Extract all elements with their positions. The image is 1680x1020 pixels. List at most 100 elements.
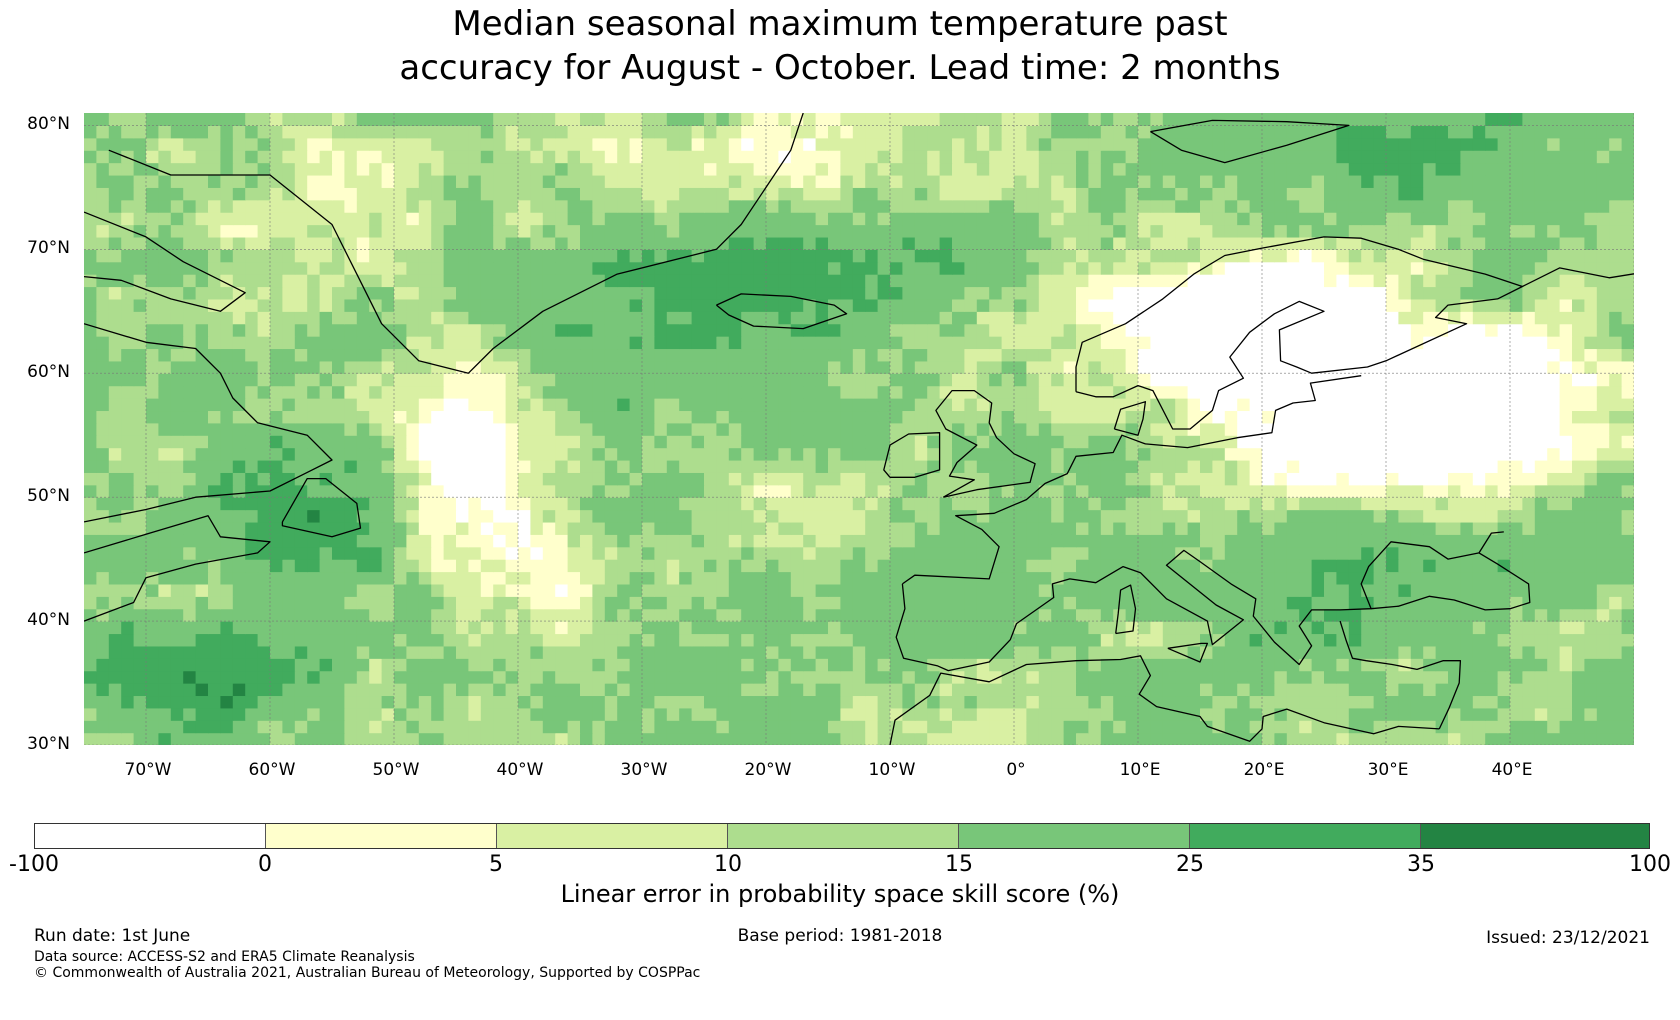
grid-cell <box>257 559 271 573</box>
grid-cell <box>505 348 519 362</box>
grid-cell <box>220 645 234 659</box>
grid-cell <box>1435 509 1449 523</box>
grid-cell <box>1386 546 1399 560</box>
grid-cell <box>1584 385 1598 399</box>
grid-cell <box>952 497 965 511</box>
grid-cell <box>1125 249 1139 263</box>
grid-cell <box>319 633 333 647</box>
grid-cell <box>790 658 804 672</box>
grid-cell <box>1361 546 1375 560</box>
grid-cell <box>1063 683 1077 697</box>
grid-cell <box>1398 286 1412 300</box>
grid-cell <box>1125 286 1139 300</box>
grid-cell <box>828 559 841 573</box>
grid-cell <box>1485 720 1499 734</box>
grid-cell <box>1621 435 1634 449</box>
grid-cell <box>208 323 221 337</box>
grid-cell <box>1448 707 1461 721</box>
grid-cell <box>1138 732 1151 745</box>
grid-cell <box>1510 720 1523 734</box>
grid-cell <box>1497 732 1511 745</box>
grid-cell <box>257 385 271 399</box>
grid-cell <box>1001 459 1015 473</box>
grid-cell <box>1212 670 1226 684</box>
grid-cell <box>1398 521 1412 535</box>
grid-cell <box>133 435 147 449</box>
grid-cell <box>890 398 903 412</box>
grid-cell <box>952 323 965 337</box>
grid-cell <box>1051 695 1065 709</box>
grid-cell <box>840 707 854 721</box>
grid-cell <box>319 249 333 263</box>
grid-cell <box>1398 707 1412 721</box>
grid-cell <box>964 546 978 560</box>
grid-cell <box>456 546 469 560</box>
grid-cell <box>381 385 395 399</box>
grid-cell <box>493 422 507 436</box>
grid-cell <box>840 410 854 424</box>
grid-cell <box>1324 571 1337 585</box>
grid-cell <box>108 422 122 436</box>
grid-cell <box>158 683 172 697</box>
grid-cell <box>952 410 965 424</box>
grid-cell <box>716 274 730 288</box>
grid-cell <box>964 311 978 325</box>
grid-cell <box>852 422 866 436</box>
grid-cell <box>1001 385 1015 399</box>
grid-cell <box>121 683 135 697</box>
grid-cell <box>1324 497 1337 511</box>
grid-cell <box>927 323 941 337</box>
grid-cell <box>257 435 271 449</box>
grid-cell <box>815 286 829 300</box>
grid-cell <box>1324 559 1337 573</box>
grid-cell <box>989 459 1003 473</box>
grid-cell <box>1361 707 1375 721</box>
grid-cell <box>1522 360 1536 374</box>
grid-cell <box>555 497 569 511</box>
grid-cell <box>1336 509 1350 523</box>
grid-cell <box>232 447 246 461</box>
grid-cell <box>220 360 234 374</box>
grid-cell <box>1423 670 1437 684</box>
grid-cell <box>766 422 779 436</box>
grid-cell <box>704 732 717 745</box>
grid-cell <box>1026 373 1040 387</box>
grid-cell <box>108 707 122 721</box>
grid-cell <box>1497 583 1511 597</box>
grid-cell <box>778 546 792 560</box>
grid-cell <box>257 459 271 473</box>
grid-cell <box>406 571 420 585</box>
grid-cell <box>1324 658 1337 672</box>
grid-cell <box>902 732 916 745</box>
grid-cell <box>1026 645 1040 659</box>
grid-cell <box>394 497 407 511</box>
grid-cell <box>1559 720 1573 734</box>
grid-cell <box>108 398 122 412</box>
grid-cell <box>96 497 110 511</box>
grid-cell <box>1014 484 1027 498</box>
grid-cell <box>332 261 345 275</box>
grid-cell <box>1125 385 1139 399</box>
grid-cell <box>952 670 965 684</box>
grid-cell <box>1299 521 1313 535</box>
grid-cell <box>1435 534 1449 548</box>
grid-cell <box>1559 596 1573 610</box>
grid-cell <box>840 521 854 535</box>
grid-cell <box>232 311 246 325</box>
grid-cell <box>208 534 221 548</box>
grid-cell <box>493 695 507 709</box>
grid-cell <box>518 608 531 622</box>
grid-cell <box>939 447 953 461</box>
grid-cell <box>183 695 197 709</box>
grid-cell <box>1497 695 1511 709</box>
grid-cell <box>1410 633 1424 647</box>
grid-cell <box>1100 571 1114 585</box>
grid-cell <box>1460 546 1474 560</box>
grid-cell <box>394 298 407 312</box>
grid-cell <box>629 633 643 647</box>
grid-cell <box>369 298 383 312</box>
grid-cell <box>766 274 779 288</box>
grid-cell <box>890 608 903 622</box>
grid-cell <box>245 621 259 635</box>
grid-cell <box>939 583 953 597</box>
